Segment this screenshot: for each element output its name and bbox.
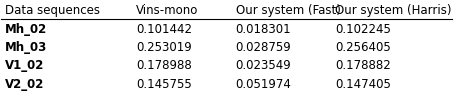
Text: 0.023549: 0.023549 — [236, 59, 292, 72]
Text: 0.147405: 0.147405 — [335, 77, 391, 90]
Text: 0.101442: 0.101442 — [136, 23, 192, 36]
Text: 0.253019: 0.253019 — [136, 41, 192, 54]
Text: 0.102245: 0.102245 — [335, 23, 391, 36]
Text: Vins-mono: Vins-mono — [136, 4, 199, 17]
Text: V2_02: V2_02 — [5, 77, 45, 90]
Text: V1_02: V1_02 — [5, 59, 45, 72]
Text: 0.018301: 0.018301 — [236, 23, 291, 36]
Text: Mh_03: Mh_03 — [5, 41, 47, 54]
Text: 0.028759: 0.028759 — [236, 41, 292, 54]
Text: 0.178882: 0.178882 — [335, 59, 391, 72]
Text: Data sequences: Data sequences — [5, 4, 100, 17]
Text: Our system (Harris): Our system (Harris) — [335, 4, 451, 17]
Text: 0.178988: 0.178988 — [136, 59, 192, 72]
Text: 0.051974: 0.051974 — [236, 77, 292, 90]
Text: 0.145755: 0.145755 — [136, 77, 192, 90]
Text: 0.256405: 0.256405 — [335, 41, 391, 54]
Text: Our system (Fast): Our system (Fast) — [236, 4, 340, 17]
Text: Mh_02: Mh_02 — [5, 23, 47, 36]
